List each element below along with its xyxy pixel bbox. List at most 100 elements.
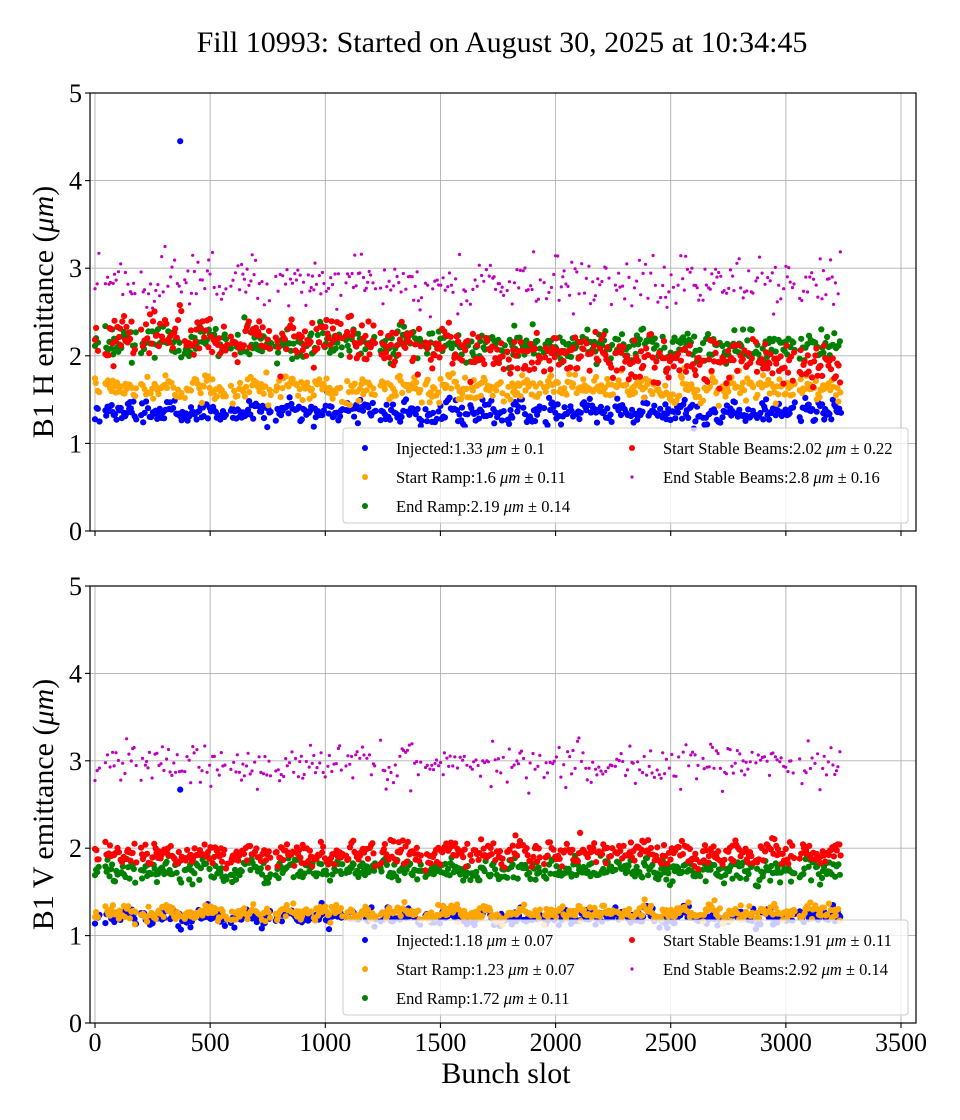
data-point xyxy=(467,378,474,386)
data-point xyxy=(542,867,549,874)
data-point xyxy=(369,399,376,407)
data-point xyxy=(582,291,587,295)
data-point xyxy=(650,771,654,775)
data-point xyxy=(542,388,549,395)
data-point xyxy=(386,416,394,423)
data-point xyxy=(355,351,362,358)
data-point xyxy=(91,920,99,927)
data-point xyxy=(734,367,741,374)
data-point xyxy=(241,393,248,400)
data-point xyxy=(661,283,665,288)
data-point xyxy=(314,870,321,877)
data-point xyxy=(243,857,251,864)
data-point xyxy=(393,267,397,271)
data-point xyxy=(633,863,640,871)
data-point xyxy=(757,409,764,417)
data-point xyxy=(202,860,210,867)
legend-item: Start Stable Beams:2.02 μm ± 0.22 xyxy=(629,439,893,458)
data-point xyxy=(258,858,265,865)
data-point xyxy=(640,325,647,332)
data-point xyxy=(731,327,738,334)
data-point xyxy=(663,860,671,867)
data-point xyxy=(223,876,230,883)
data-point xyxy=(185,755,189,759)
data-point xyxy=(796,355,803,362)
data-point xyxy=(748,760,752,764)
data-point xyxy=(147,750,151,755)
data-point xyxy=(607,411,614,418)
data-point xyxy=(818,257,822,261)
data-point xyxy=(510,765,514,770)
data-point xyxy=(459,390,466,397)
data-point xyxy=(819,372,826,379)
data-point xyxy=(367,753,372,757)
data-point xyxy=(363,387,370,394)
data-point xyxy=(704,421,711,428)
data-point xyxy=(140,756,145,761)
data-point xyxy=(138,326,145,333)
data-point xyxy=(457,252,462,257)
data-point xyxy=(482,279,486,283)
data-point xyxy=(119,262,123,266)
legend-marker-icon xyxy=(362,966,368,972)
data-point xyxy=(105,352,112,359)
data-point xyxy=(711,862,718,869)
data-point xyxy=(445,865,452,873)
data-point xyxy=(95,856,102,863)
data-point xyxy=(827,277,831,281)
legend-marker-icon xyxy=(630,967,634,971)
data-point xyxy=(741,759,745,763)
data-point xyxy=(413,844,420,852)
data-point xyxy=(682,288,686,292)
data-point xyxy=(765,759,769,763)
data-point xyxy=(621,759,625,764)
data-point xyxy=(180,769,184,773)
data-point xyxy=(494,287,498,291)
data-point xyxy=(818,326,825,333)
data-point xyxy=(208,272,212,276)
data-point xyxy=(754,279,758,283)
data-point xyxy=(314,345,321,352)
data-point xyxy=(371,391,378,398)
data-point xyxy=(686,845,694,853)
data-point xyxy=(575,270,579,274)
data-point xyxy=(695,777,699,781)
data-point xyxy=(313,771,318,775)
data-point xyxy=(631,337,638,344)
data-point xyxy=(475,284,479,288)
data-point xyxy=(237,379,244,387)
data-point xyxy=(439,760,443,765)
data-point xyxy=(325,926,333,933)
data-point xyxy=(804,352,811,359)
data-point xyxy=(725,291,729,295)
data-point xyxy=(243,323,251,331)
data-point xyxy=(692,850,699,857)
data-point xyxy=(589,780,593,785)
data-point xyxy=(298,333,305,340)
data-point xyxy=(280,856,287,864)
data-point xyxy=(298,760,302,764)
data-point xyxy=(749,407,757,414)
data-point xyxy=(358,756,362,760)
data-point xyxy=(253,760,257,764)
data-point xyxy=(637,348,645,355)
data-point xyxy=(351,285,355,290)
data-point xyxy=(813,345,820,352)
data-point xyxy=(486,760,490,764)
data-point xyxy=(804,275,808,279)
data-point xyxy=(680,337,688,344)
data-point xyxy=(282,373,289,380)
data-point xyxy=(774,864,781,871)
data-point xyxy=(417,852,424,859)
data-point xyxy=(542,775,546,780)
data-point xyxy=(446,394,453,401)
data-point xyxy=(300,290,304,294)
data-point xyxy=(483,761,487,765)
data-point xyxy=(177,284,181,288)
data-point xyxy=(830,853,838,860)
data-point xyxy=(787,266,791,270)
data-point xyxy=(782,287,786,291)
data-point xyxy=(308,289,312,293)
data-point xyxy=(665,870,672,877)
